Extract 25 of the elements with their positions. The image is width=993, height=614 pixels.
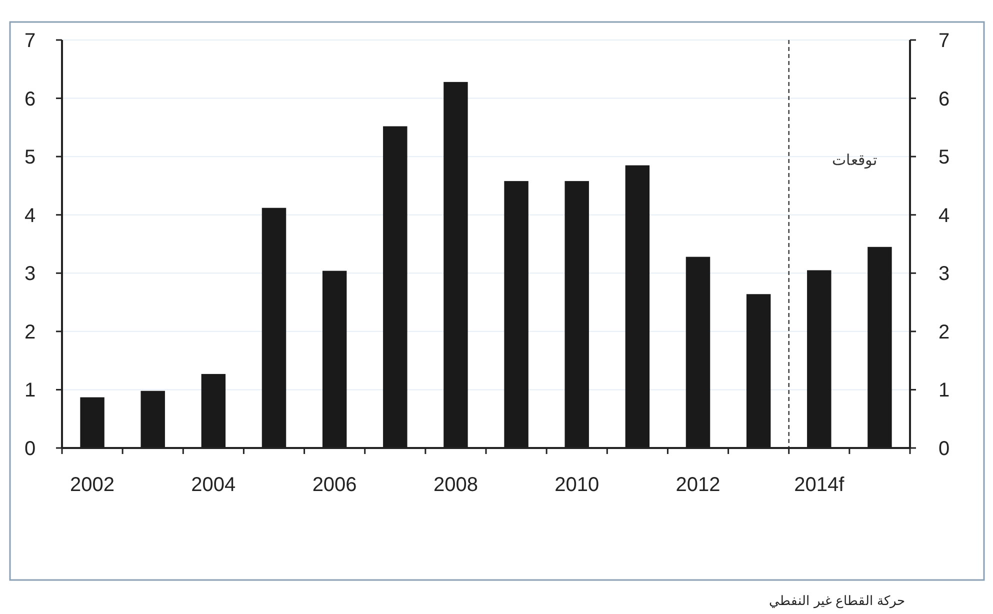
y-tick-label: 4 — [24, 204, 36, 227]
text: حركة القطاع غير النفطي — [769, 593, 905, 609]
y-tick-label: 3 — [24, 263, 36, 286]
y2-tick-label: 5 — [938, 146, 950, 169]
y2-tick-label: 7 — [938, 30, 950, 52]
x-tick-label: 2004 — [191, 474, 236, 496]
y-tick-label: 7 — [24, 30, 36, 52]
x-tick-label: 2006 — [312, 474, 357, 496]
y2-tick-label: 4 — [938, 204, 950, 227]
x-tick-label: 2002 — [70, 474, 115, 496]
y-tick-label: 2 — [24, 321, 36, 344]
y2-tick-label: 2 — [938, 321, 950, 344]
y2-tick-label: 6 — [938, 88, 950, 110]
x-tick-label: 2008 — [433, 474, 478, 496]
y2-tick-label: 0 — [938, 438, 950, 460]
y-tick-label: 5 — [24, 146, 36, 169]
y-tick-label: 1 — [24, 380, 36, 402]
y-tick-label: 6 — [24, 88, 36, 110]
x-tick-label: 2012 — [676, 474, 720, 496]
ref-line-label: توقعات — [832, 152, 877, 169]
x-tick-label: 2010 — [554, 474, 600, 496]
x-tick-label: 2014f — [794, 474, 845, 496]
y-tick-label: 0 — [24, 438, 36, 460]
y2-tick-label: 3 — [938, 263, 950, 286]
y2-tick-label: 1 — [938, 380, 950, 402]
